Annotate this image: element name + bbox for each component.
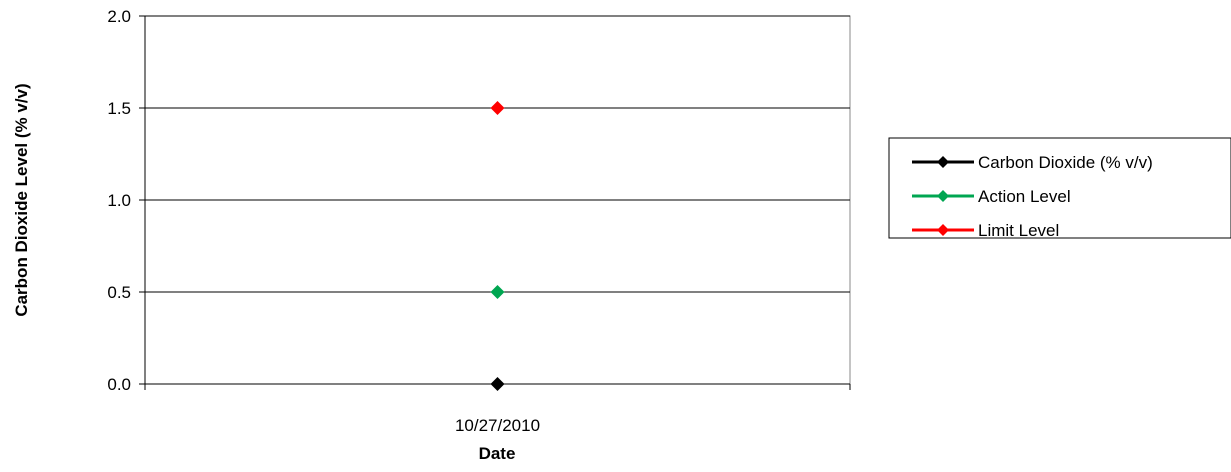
plot-area: 0.0 0.5 1.0 1.5 2.0 10/27/2010 — [107, 7, 851, 435]
data-point-carbon-dioxide-v-v — [490, 377, 505, 391]
legend-item: Limit Level — [912, 221, 1059, 240]
y-tick-label: 0.5 — [107, 283, 131, 302]
x-tick-label: 10/27/2010 — [455, 416, 540, 435]
legend-frame — [888, 137, 1231, 239]
legend-swatch-marker — [937, 156, 949, 168]
x-axis-title: Date — [479, 444, 516, 463]
legend-label: Carbon Dioxide (% v/v) — [978, 153, 1153, 172]
legend-swatch-marker — [937, 190, 949, 202]
legend-item: Action Level — [912, 187, 1071, 206]
legend-swatch-marker — [937, 224, 949, 236]
y-tick-label: 0.0 — [107, 375, 131, 394]
y-tick-label: 1.5 — [107, 99, 131, 118]
legend-label: Limit Level — [978, 221, 1059, 240]
data-point-limit-level — [490, 101, 505, 115]
legend: Carbon Dioxide (% v/v) Action Level Limit … — [888, 137, 1231, 240]
y-tick-label: 1.0 — [107, 191, 131, 210]
legend-item: Carbon Dioxide (% v/v) — [912, 153, 1153, 172]
data-point-action-level — [490, 285, 505, 299]
data-markers — [490, 101, 505, 391]
y-axis-title: Carbon Dioxide Level (% v/v) — [12, 83, 31, 316]
legend-label: Action Level — [978, 187, 1071, 206]
y-tick-label: 2.0 — [107, 7, 131, 26]
y-axis-ticks: 0.0 0.5 1.0 1.5 2.0 — [107, 7, 145, 394]
x-axis-ticks: 10/27/2010 — [144, 384, 851, 435]
